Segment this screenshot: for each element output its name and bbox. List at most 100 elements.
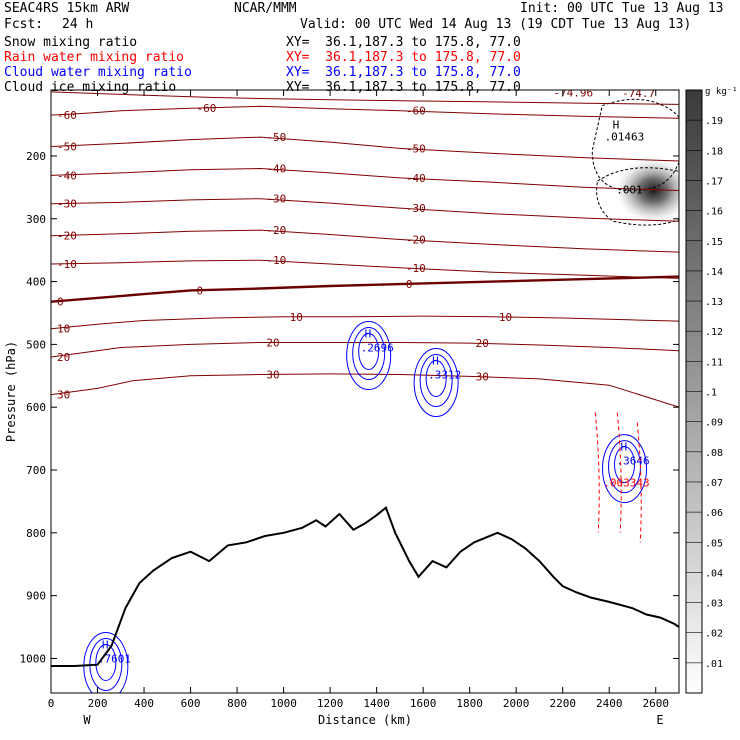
temperature-contour-line [51,373,679,408]
rain-water-contour [636,422,642,543]
temperature-contour-line [51,198,679,222]
temperature-contour-label: 0 [197,284,204,297]
cloud-water-max-marker: H [102,638,109,651]
y-axis-tick-label: 700 [26,464,46,477]
temperature-contour-label: 30 [57,389,70,402]
temperature-contour-label: -20 [406,233,426,246]
temperature-contour-label: -60 [57,109,77,122]
colorbar-tick-label: .1 [705,388,717,399]
x-axis-tick-label: 800 [227,697,247,710]
x-axis-tick-label: 2400 [596,697,623,710]
temperature-contour-label: 20 [57,351,70,364]
direction-label-east: E [656,713,663,727]
cloud-water-max-marker: H [621,441,628,454]
temperature-contour-line [51,275,679,303]
temperature-contour-label: -10 [57,258,77,271]
temperature-contour-line [51,105,679,119]
cloud-water-contour [358,333,380,371]
temperature-contour-line [51,91,679,105]
forecast-hours: 24 h [62,17,94,32]
cloud-ice-max-value: .01463 [605,130,645,143]
cloud-water-max-value: .2696 [361,342,394,355]
temperature-contour-label: 10 [499,311,512,324]
temperature-contour-label: 20 [266,337,279,350]
temperature-contour-label: -30 [406,202,426,215]
model-title: SEAC4RS 15km ARW [4,1,130,16]
temperature-extremum-label: -74.96 [553,87,593,100]
cloud-ice-contour-lower [596,167,679,226]
cloud-ice-min-value: .001 [616,184,643,197]
cloud-ice-shading [613,156,679,225]
rain-water-contour [616,412,622,533]
field-label-cloud-water: Cloud water mixing ratio [4,65,192,80]
rain-water-max-value: .003343 [603,477,649,490]
y-axis-tick-label: 900 [26,590,46,603]
temperature-contour-label: -20 [57,230,77,243]
y-axis-tick-label: 300 [26,213,46,226]
colorbar-tick-label: .08 [705,448,723,459]
temperature-contour-label: -50 [57,141,77,154]
temperature-contour-label: 30 [476,370,489,383]
x-axis-tick-label: 2200 [549,697,576,710]
cloud-water-max-value: .7601 [98,652,131,665]
temperature-contour-label: 30 [266,369,279,382]
colorbar-tick-label: .11 [705,357,723,368]
y-axis-tick-label: 200 [26,150,46,163]
cloud-water-contour [346,321,392,391]
forecast-label: Fcst: [4,17,44,32]
temperature-contour-line [51,167,679,191]
y-axis-tick-label: 400 [26,276,46,289]
x-axis-tick-label: 2000 [503,697,530,710]
y-axis-tick-label: 500 [26,338,46,351]
y-axis-tick-label: 800 [26,527,46,540]
x-axis-tick-label: 0 [48,697,55,710]
temperature-contour-line [51,342,679,358]
colorbar-tick-label: .16 [705,207,723,218]
y-axis-tick-label: 600 [26,401,46,414]
temperature-contour-label: 10 [290,311,303,324]
temperature-contour-label: -10 [266,254,286,267]
y-axis-tick-label: 1000 [20,652,47,665]
temperature-contour-label: -40 [57,169,77,182]
colorbar-tick-label: .07 [705,478,723,489]
field-xy-snow: XY= 36.1,187.3 to 175.8, 77.0 [286,35,521,50]
temperature-contour-label: -30 [57,198,77,211]
field-label-rain: Rain water mixing ratio [4,50,185,65]
cloud-water-contour [425,360,447,398]
cloud-water-contour [95,643,117,681]
x-axis-tick-label: 400 [134,697,154,710]
rain-water-contour [594,412,600,533]
field-label-cloud-ice: Cloud ice mixing ratio [4,80,177,95]
x-axis-tick-label: 600 [181,697,201,710]
cloud-ice-max-marker: H [613,118,620,131]
temperature-contour-line [51,229,679,253]
colorbar-tick-label: .12 [705,327,723,338]
temperature-contour-label: -20 [266,224,286,237]
temperature-contour-label: -50 [266,131,286,144]
valid-time: Valid: 00 UTC Wed 14 Aug 13 (19 CDT Tue … [300,17,692,32]
x-axis-tick-label: 1000 [270,697,297,710]
cloud-ice-contour [591,98,679,192]
plot-frame [50,89,680,694]
temperature-contour-label: -10 [406,262,426,275]
temperature-contour-label: 0 [406,278,413,291]
temperature-contour-label: -60 [406,105,426,118]
cloud-water-contour [602,434,648,504]
colorbar-tick-label: .05 [705,538,723,549]
init-time: Init: 00 UTC Tue 13 Aug 13 [520,1,724,16]
temperature-contour-label: -30 [266,193,286,206]
cloud-water-max-marker: H [365,328,372,341]
colorbar-tick-label: .13 [705,297,723,308]
colorbar-tick-label: .01 [705,659,723,670]
terrain-line [51,506,679,667]
x-axis-tick-label: 1200 [317,697,344,710]
x-axis-tick-label: 1600 [410,697,437,710]
x-axis-label: Distance (km) [318,713,412,727]
colorbar-tick-label: .17 [705,176,723,187]
colorbar-unit: g kg⁻¹ [705,87,738,97]
temperature-contour-label: 0 [57,296,64,309]
colorbar-tick-label: .04 [705,568,723,579]
temperature-contour-line [51,259,679,279]
colorbar-tick-label: .09 [705,418,723,429]
